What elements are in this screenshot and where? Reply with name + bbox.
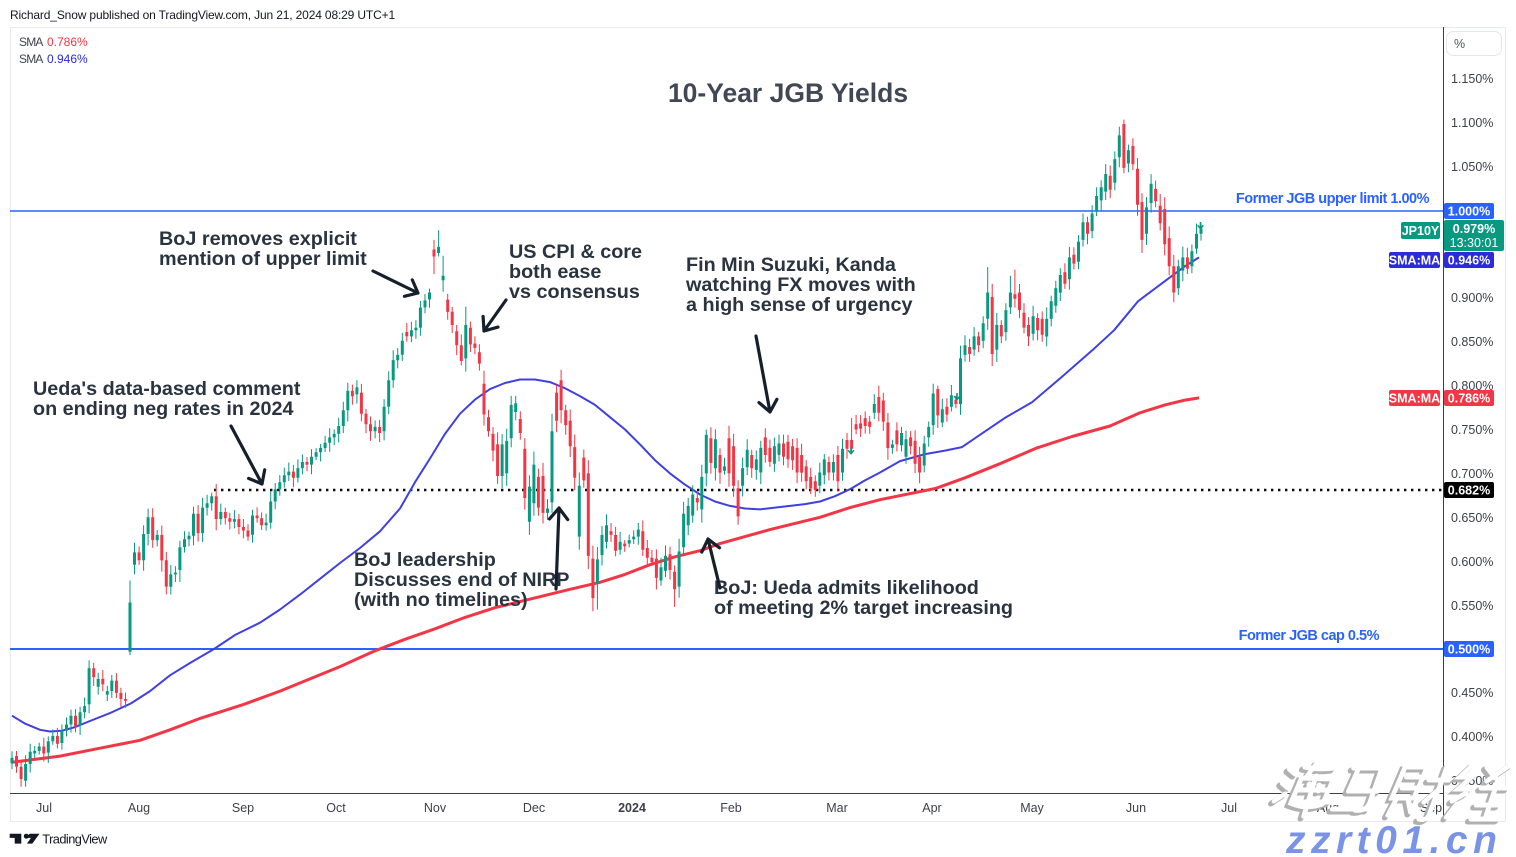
svg-text:Sep: Sep (232, 801, 254, 815)
svg-text:0.500%: 0.500% (1448, 643, 1490, 657)
svg-text:SMA: SMA (19, 52, 43, 66)
svg-text:0.946%: 0.946% (47, 52, 88, 66)
svg-text:0.400%: 0.400% (1451, 730, 1493, 744)
svg-text:0.850%: 0.850% (1451, 335, 1493, 349)
svg-text:Richard_Snow published on Trad: Richard_Snow published on TradingView.co… (10, 8, 395, 22)
svg-text:1.100%: 1.100% (1451, 116, 1493, 130)
svg-text:0.979%: 0.979% (1453, 222, 1495, 236)
svg-text:13:30:01: 13:30:01 (1450, 236, 1499, 250)
svg-text:Jul: Jul (1221, 801, 1237, 815)
svg-text:0.750%: 0.750% (1451, 423, 1493, 437)
svg-text:0.786%: 0.786% (1448, 392, 1490, 406)
svg-text:0.550%: 0.550% (1451, 599, 1493, 613)
svg-text:0.786%: 0.786% (47, 35, 88, 49)
svg-text:Aug: Aug (128, 801, 150, 815)
svg-text:2024: 2024 (618, 801, 646, 815)
svg-text:May: May (1020, 801, 1044, 815)
svg-text:Oct: Oct (326, 801, 346, 815)
svg-text:1.000%: 1.000% (1448, 205, 1490, 219)
svg-text:SMA:MA: SMA:MA (1389, 392, 1440, 406)
svg-text:0.800%: 0.800% (1451, 379, 1493, 393)
svg-text:Mar: Mar (826, 801, 848, 815)
svg-text:0.682%: 0.682% (1448, 484, 1490, 498)
svg-text:Nov: Nov (424, 801, 447, 815)
svg-text:0.600%: 0.600% (1451, 555, 1493, 569)
svg-text:%: % (1454, 37, 1465, 51)
svg-text:0.450%: 0.450% (1451, 686, 1493, 700)
svg-text:0.650%: 0.650% (1451, 511, 1493, 525)
svg-text:10-Year JGB Yields: 10-Year JGB Yields (668, 78, 908, 108)
svg-text:SMA: SMA (19, 35, 43, 49)
svg-text:0.946%: 0.946% (1448, 254, 1490, 268)
svg-text:Jun: Jun (1126, 801, 1146, 815)
svg-text:Former JGB upper limit 1.00%: Former JGB upper limit 1.00% (1236, 191, 1430, 207)
svg-text:Jul: Jul (36, 801, 52, 815)
svg-text:Former JGB cap 0.5%: Former JGB cap 0.5% (1239, 628, 1380, 644)
svg-text:1.150%: 1.150% (1451, 72, 1493, 86)
svg-text:SMA:MA: SMA:MA (1389, 254, 1440, 268)
svg-text:zzrt01.cn: zzrt01.cn (1285, 819, 1502, 857)
svg-text:1.050%: 1.050% (1451, 160, 1493, 174)
svg-text:JP10Y: JP10Y (1402, 224, 1440, 238)
svg-text:Dec: Dec (523, 801, 545, 815)
svg-text:Feb: Feb (720, 801, 742, 815)
svg-text:0.900%: 0.900% (1451, 291, 1493, 305)
svg-text:TradingView: TradingView (42, 831, 108, 846)
svg-text:0.700%: 0.700% (1451, 467, 1493, 481)
svg-text:Apr: Apr (922, 801, 941, 815)
